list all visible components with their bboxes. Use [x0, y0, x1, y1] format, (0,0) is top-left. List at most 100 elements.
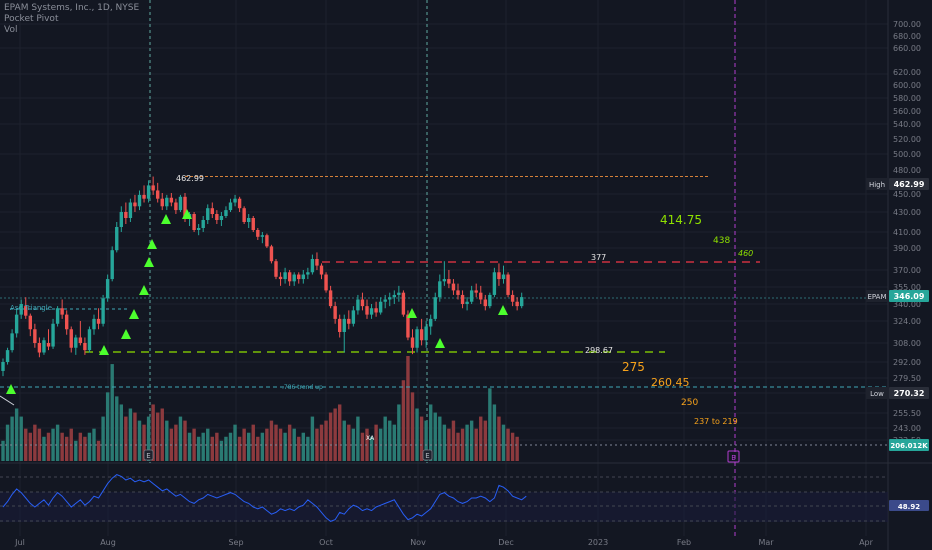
- candle-body: [260, 235, 265, 237]
- volume-bar: [415, 408, 419, 461]
- volume-bar: [488, 388, 492, 461]
- volume-bar: [510, 432, 515, 461]
- volume-bar: [506, 428, 510, 461]
- legend-indicator-volume: Vol: [4, 25, 18, 35]
- rsi-line: [2, 474, 527, 522]
- volume-bar: [206, 428, 210, 461]
- candle: [119, 206, 123, 232]
- candle: [33, 323, 37, 348]
- candle: [429, 314, 433, 335]
- time-axis-label: Mar: [758, 538, 774, 547]
- candle: [310, 254, 315, 275]
- downside-annotation-3: 250: [681, 398, 698, 408]
- volume-bar: [160, 408, 164, 461]
- last-price-badge: EPAM 346.09: [866, 290, 929, 302]
- volume-bar: [479, 416, 483, 461]
- candle-body: [378, 301, 383, 313]
- candle: [256, 228, 260, 240]
- candle: [137, 190, 142, 211]
- candle: [128, 198, 133, 222]
- volume-bar: [247, 432, 251, 461]
- candle-body: [219, 216, 224, 220]
- earnings-marker-label: E: [146, 452, 150, 460]
- volume-bar: [424, 420, 428, 461]
- volume-bar: [142, 424, 146, 461]
- candle-body: [196, 228, 201, 230]
- candle: [351, 306, 356, 327]
- volume-bar: [369, 436, 374, 461]
- candle: [324, 272, 328, 293]
- candle: [492, 267, 497, 298]
- pocket-pivot-marker: [99, 345, 109, 355]
- candle: [479, 285, 483, 304]
- candle-body: [342, 318, 346, 332]
- candle: [342, 314, 346, 353]
- candle: [419, 318, 424, 346]
- candle: [37, 337, 42, 358]
- volume-badge-value: 206.012K: [890, 442, 928, 450]
- candle: [297, 272, 301, 284]
- high-badge-value-bg: [889, 178, 929, 190]
- low-badge-label: Low: [870, 390, 884, 398]
- volume-bar: [137, 420, 142, 461]
- candle: [397, 285, 401, 302]
- candle: [83, 337, 87, 355]
- candle: [51, 318, 55, 349]
- candle-body: [306, 272, 310, 275]
- price-axis-tick: 430.00: [893, 208, 921, 217]
- downside-annotation-1: 275: [622, 360, 645, 374]
- pocket-pivot-marker: [407, 308, 417, 318]
- volume-bar: [451, 420, 456, 461]
- high-badge-label: High: [869, 181, 885, 189]
- candle-body: [69, 329, 73, 348]
- resistance-annotation: 377: [591, 253, 606, 262]
- candle-body: [92, 318, 96, 330]
- price-axis-tick: 340.00: [893, 300, 921, 309]
- candle-body: [301, 274, 305, 280]
- price-axis-tick: 243.00: [893, 424, 921, 433]
- candle-body: [406, 314, 410, 338]
- volume-bar: [442, 424, 447, 461]
- candle: [74, 334, 78, 355]
- candle-body: [469, 290, 474, 302]
- candle-body: [233, 198, 237, 203]
- projected-earnings-marker: [727, 450, 740, 463]
- candle-body: [456, 290, 460, 295]
- candle-body: [142, 194, 146, 199]
- candle: [347, 310, 351, 330]
- candle-body: [424, 326, 428, 341]
- volume-bar: [287, 424, 292, 461]
- low-badge-label-bg: [866, 387, 888, 399]
- volume-bar: [51, 428, 55, 461]
- candle-body: [347, 318, 351, 324]
- candle-body: [501, 274, 506, 280]
- candle-body: [137, 194, 142, 207]
- candle: [447, 270, 451, 289]
- price-axis-tick: 355.00: [893, 283, 921, 292]
- volume-bar: [497, 416, 501, 461]
- volume-bar: [174, 424, 178, 461]
- volume-bar: [105, 392, 110, 461]
- candle: [105, 274, 110, 302]
- low-badge: Low 270.32: [866, 387, 929, 399]
- pocket-pivot-marker: [139, 285, 149, 295]
- candle: [60, 299, 64, 319]
- volume-bar: [133, 412, 137, 461]
- candle-body: [442, 279, 447, 282]
- volume-bar: [351, 428, 356, 461]
- candle: [433, 292, 437, 321]
- candle-body: [51, 323, 55, 347]
- volume-bar: [124, 416, 128, 461]
- candle-body: [74, 337, 78, 348]
- volume-bar: [401, 380, 406, 461]
- candle-body: [206, 208, 210, 220]
- price-axis-tick: 450.00: [893, 190, 921, 199]
- candle: [115, 222, 119, 253]
- candle-body: [224, 210, 228, 216]
- volume-bar: [397, 404, 401, 461]
- candle-body: [37, 343, 42, 353]
- time-axis-label: Feb: [677, 538, 691, 547]
- candle-body: [474, 290, 478, 293]
- price-axis-tick: 680.00: [893, 32, 921, 41]
